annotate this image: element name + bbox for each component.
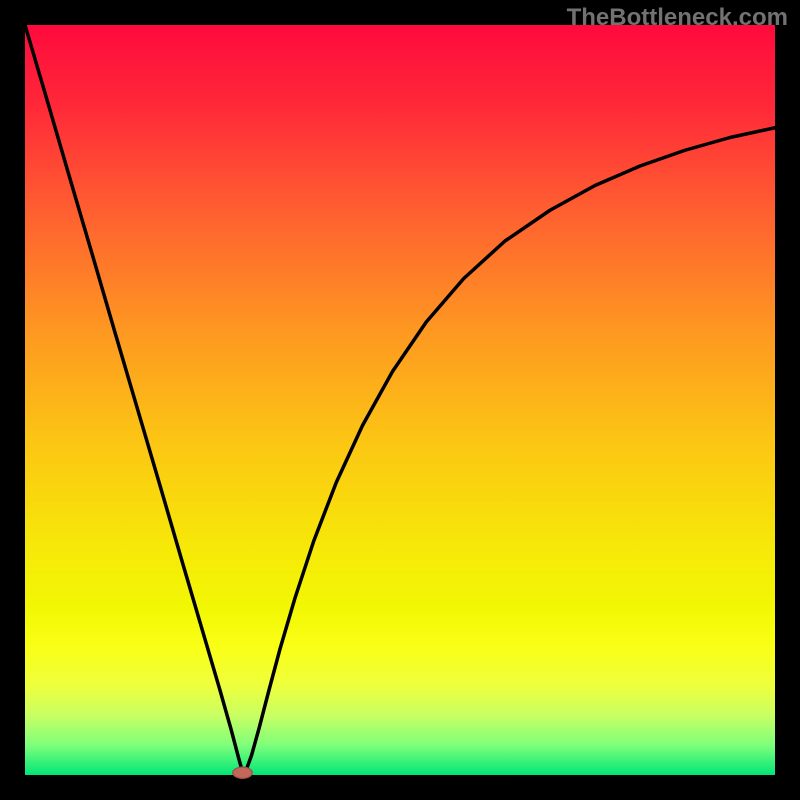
- plot-background: [25, 25, 775, 775]
- image-root: TheBottleneck.com: [0, 0, 800, 800]
- chart-svg: [0, 0, 800, 800]
- minimum-marker: [233, 767, 253, 778]
- watermark-text: TheBottleneck.com: [567, 4, 788, 32]
